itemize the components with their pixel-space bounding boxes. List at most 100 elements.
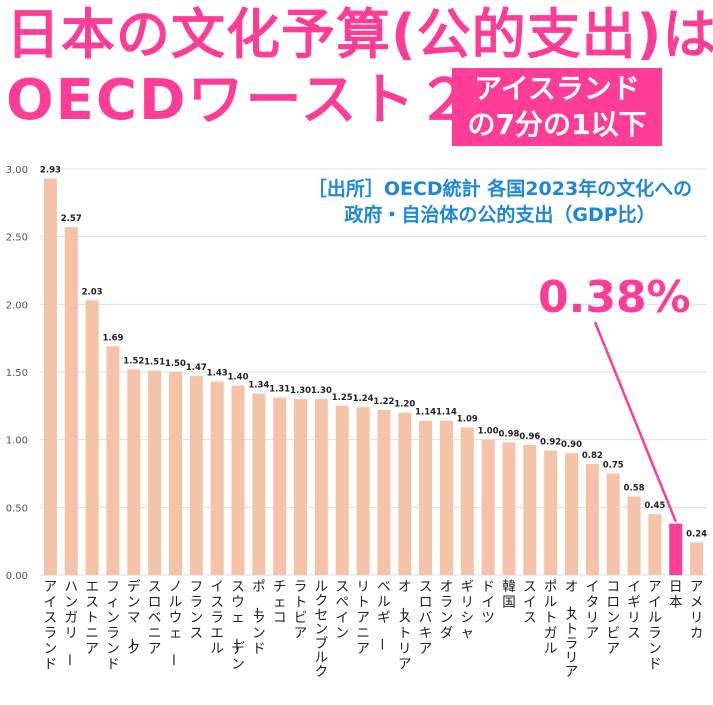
data-label: 2.93: [40, 165, 61, 175]
x-tick-label: アイスランド: [44, 579, 58, 673]
x-tick-label: イスラエル: [210, 579, 224, 657]
bar: [168, 372, 182, 575]
x-tick-label: スイス: [523, 579, 537, 626]
bar: [439, 420, 453, 575]
data-label: 1.52: [123, 356, 144, 366]
data-label: 0.24: [686, 530, 707, 540]
bar: [106, 346, 120, 575]
x-tick-label: リトアニア: [356, 579, 370, 657]
bar: [252, 393, 266, 575]
source-line2: 政府・自治体の公的支出（GDP比）: [344, 204, 656, 226]
bar: [377, 409, 391, 575]
x-tick-label: ノルウェー: [165, 579, 183, 667]
data-label: 1.47: [186, 363, 207, 373]
data-label: 1.34: [248, 381, 269, 391]
data-label: 0.75: [603, 461, 624, 471]
data-label: 2.57: [61, 214, 82, 224]
bar: [585, 464, 599, 575]
data-label: 0.98: [498, 429, 519, 439]
bar: [481, 439, 495, 575]
bar: [690, 542, 704, 575]
x-tick-label: ルクセンブルク: [315, 579, 329, 680]
bar: [523, 445, 537, 575]
bar: [314, 399, 328, 575]
x-tick-label: 韓国: [502, 579, 516, 611]
x-tick-label: コロンビア: [606, 579, 620, 657]
x-tick-label: スロバキア: [419, 579, 433, 657]
bar: [127, 369, 141, 575]
data-label: 1.40: [228, 373, 249, 383]
data-label: 1.14: [415, 408, 436, 418]
bar: [148, 370, 162, 575]
x-tick-label: ベルギー: [373, 579, 391, 651]
data-label: 1.50: [165, 359, 186, 369]
x-tick-label: ハンガリー: [61, 579, 79, 667]
bar: [398, 412, 412, 575]
bar: [502, 442, 516, 575]
data-label: 1.14: [436, 408, 457, 418]
data-label: 0.45: [644, 501, 665, 511]
data-label: 1.51: [144, 358, 165, 368]
y-tick-label: 1.50: [6, 368, 28, 379]
data-label: 1.22: [373, 397, 394, 407]
bar: [460, 427, 474, 575]
data-label: 1.69: [102, 333, 123, 343]
data-label: 1.00: [478, 427, 499, 437]
bar: [627, 496, 641, 575]
y-tick-label: 0.50: [6, 503, 28, 514]
source-line1: ［出所］OECD統計 各国2023年の文化への: [307, 178, 693, 200]
bar: [85, 300, 99, 575]
bar-highlight: [669, 523, 683, 575]
x-tick-label: オーストリア: [394, 579, 412, 673]
x-tick-label: ポルトガル: [544, 579, 558, 657]
x-tick-label: フィンランド: [106, 579, 120, 673]
bar: [43, 178, 57, 575]
data-label: 1.09: [457, 414, 478, 424]
y-tick-label: 0.00: [6, 571, 28, 582]
bar: [335, 405, 349, 575]
x-tick-label: ドイツ: [481, 579, 495, 626]
data-label: 0.90: [561, 440, 582, 450]
bar: [294, 399, 308, 575]
bar: [544, 450, 558, 575]
data-label: 1.25: [332, 393, 353, 403]
y-tick-label: 2.00: [6, 300, 28, 311]
data-label: 1.20: [394, 400, 415, 410]
x-tick-label: チェコ: [273, 579, 287, 626]
data-label: 1.31: [269, 385, 290, 395]
data-label: 0.96: [519, 432, 540, 442]
bar: [210, 381, 224, 575]
x-tick-label: オランダ: [440, 579, 454, 642]
x-tick-label: イタリア: [586, 579, 600, 642]
bar: [189, 376, 203, 575]
callout-line: [593, 321, 677, 523]
y-tick-label: 2.50: [6, 233, 28, 244]
x-tick-label: 日本: [669, 579, 683, 611]
bar: [419, 420, 433, 575]
x-tick-label: デンマーク: [123, 578, 141, 657]
x-tick-label: イギリス: [627, 579, 641, 642]
data-label: 2.03: [82, 287, 103, 297]
bar: [565, 453, 579, 575]
data-label: 0.92: [540, 437, 561, 447]
data-label: 1.24: [353, 394, 374, 404]
data-label: 1.30: [311, 386, 332, 396]
page-title: 日本の文化予算(公的支出)は: [6, 3, 713, 66]
badge-line2: の7分の1以下: [467, 108, 647, 141]
y-tick-label: 3.00: [6, 165, 28, 176]
bar: [606, 473, 620, 575]
comparison-badge: アイスランド の7分の1以下: [452, 68, 662, 146]
page-title-line2: OECDワースト２: [6, 68, 475, 133]
bar: [356, 407, 370, 575]
badge-line1: アイスランド: [474, 72, 640, 105]
x-tick-label: アメリカ: [690, 579, 704, 642]
bar: [64, 227, 78, 575]
bar: [231, 385, 245, 575]
x-tick-label: スペイン: [335, 579, 349, 642]
data-label: 0.82: [582, 451, 603, 461]
source-note: ［出所］OECD統計 各国2023年の文化への 政府・自治体の公的支出（GDP比…: [300, 176, 700, 228]
japan-value-callout: 0.38%: [538, 272, 691, 323]
bar: [273, 397, 287, 575]
data-label: 0.58: [624, 484, 645, 494]
